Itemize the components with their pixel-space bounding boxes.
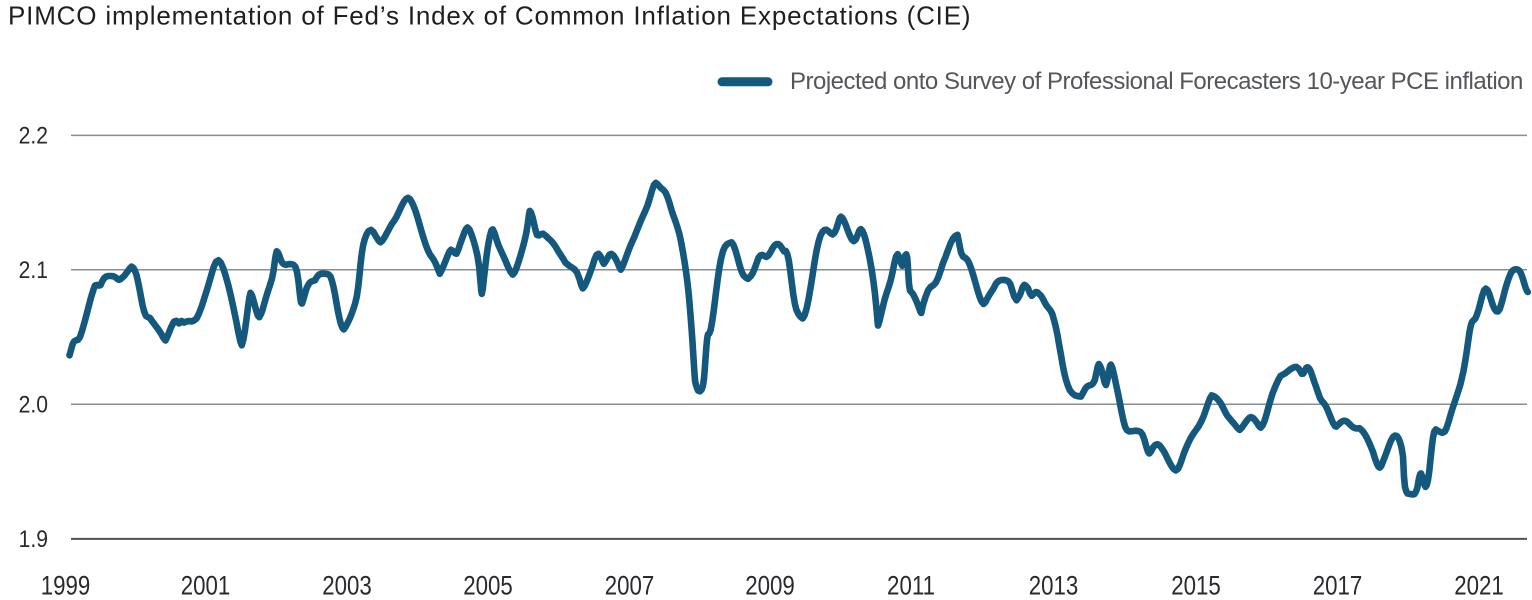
svg-text:2017: 2017 [1313, 572, 1363, 600]
svg-text:1.9: 1.9 [19, 526, 48, 553]
svg-text:2015: 2015 [1171, 572, 1221, 600]
svg-text:2013: 2013 [1029, 572, 1079, 600]
svg-text:2009: 2009 [745, 572, 795, 600]
svg-text:2021: 2021 [1454, 572, 1504, 600]
svg-text:2.1: 2.1 [19, 257, 48, 284]
svg-text:2005: 2005 [463, 572, 513, 600]
svg-text:2003: 2003 [322, 572, 372, 600]
svg-text:2.2: 2.2 [19, 122, 48, 149]
svg-text:2007: 2007 [605, 572, 655, 600]
svg-text:2001: 2001 [181, 572, 231, 600]
svg-text:Projected onto Survey of Profe: Projected onto Survey of Professional Fo… [790, 68, 1523, 95]
svg-text:2.0: 2.0 [19, 391, 48, 418]
svg-text:PIMCO implementation of Fed’s: PIMCO implementation of Fed’s Index of C… [8, 1, 971, 31]
svg-text:1999: 1999 [41, 572, 91, 600]
svg-text:2011: 2011 [887, 572, 935, 600]
